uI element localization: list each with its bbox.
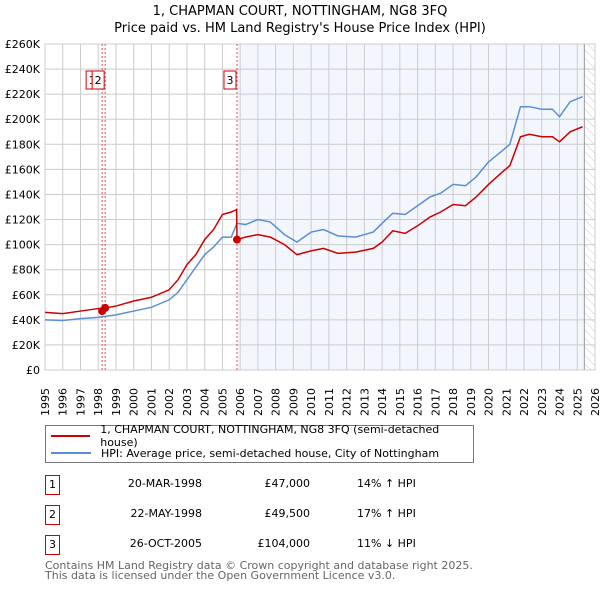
x-tick-label: 2015: [394, 388, 407, 416]
x-tick-label: 1998: [92, 388, 105, 416]
x-tick-label: 2022: [518, 388, 531, 416]
legend-swatch-blue: [51, 452, 91, 454]
title-line1: 1, CHAPMAN COURT, NOTTINGHAM, NG8 3FQ: [152, 4, 448, 19]
post-sale-shading: [236, 44, 585, 370]
y-tick-label: £80K: [12, 264, 41, 277]
y-tick-label: £40K: [12, 314, 41, 327]
transaction-date: 20-MAR-1998: [127, 477, 202, 490]
legend-item-property: 1, CHAPMAN COURT, NOTTINGHAM, NG8 3FQ (s…: [51, 423, 473, 449]
legend-label: 1, CHAPMAN COURT, NOTTINGHAM, NG8 3FQ (s…: [100, 423, 440, 449]
x-tick-label: 2016: [412, 388, 425, 416]
x-tick-label: 2007: [252, 388, 265, 416]
x-tick-label: 1999: [110, 388, 123, 416]
x-tick-label: 1996: [57, 388, 70, 416]
x-tick-label: 2000: [128, 388, 141, 416]
forecast-hatch: [584, 44, 595, 370]
legend-label: HPI: Average price, semi-detached house,…: [101, 446, 440, 460]
x-tick-label: 2014: [376, 388, 389, 416]
x-tick-label: 2003: [181, 388, 194, 416]
transaction-date: 26-OCT-2005: [129, 537, 202, 550]
transaction-hpi: 17% ↑ HPI: [357, 507, 416, 520]
legend-swatch-red: [51, 435, 91, 437]
x-tick-label: 2024: [554, 388, 567, 416]
sale-point: [232, 235, 241, 244]
footer: Contains HM Land Registry data © Crown c…: [45, 559, 473, 582]
legend: 1, CHAPMAN COURT, NOTTINGHAM, NG8 3FQ (s…: [45, 423, 474, 463]
transaction-row: 1 20-MAR-1998 £47,000 14% ↑ HPI: [45, 475, 465, 495]
y-tick-label: £100K: [5, 239, 41, 252]
transaction-row: 2 22-MAY-1998 £49,500 17% ↑ HPI: [45, 505, 465, 525]
sale-label: 3: [226, 74, 233, 87]
x-tick-label: 2008: [270, 388, 283, 416]
transaction-number: 2: [45, 505, 60, 525]
x-tick-label: 2013: [358, 388, 371, 416]
transaction-number: 3: [45, 535, 60, 555]
x-tick-label: 2012: [341, 388, 354, 416]
x-tick-label: 2020: [483, 388, 496, 416]
sale-label-box: [223, 70, 237, 90]
x-tick-label: 2011: [323, 388, 336, 416]
x-tick-label: 1997: [74, 388, 87, 416]
property-price-line: [44, 126, 583, 315]
y-tick-label: £220K: [5, 88, 41, 101]
y-tick-label: £60K: [12, 289, 41, 302]
x-tick-label: 1995: [39, 388, 52, 416]
plot-frame: [44, 43, 596, 371]
hpi-line: [44, 95, 583, 322]
y-tick-label: £0: [26, 364, 40, 377]
transaction-date: 22-MAY-1998: [130, 507, 202, 520]
transaction-price: £49,500: [264, 507, 311, 520]
x-tick-label: 2021: [500, 388, 513, 416]
x-tick-label: 2023: [536, 388, 549, 416]
transaction-hpi: 14% ↑ HPI: [357, 477, 416, 490]
x-tick-label: 2009: [287, 388, 300, 416]
transaction-price: £47,000: [264, 477, 311, 490]
x-tick-label: 2004: [199, 388, 212, 416]
x-tick-label: 2005: [216, 388, 229, 416]
legend-item-hpi: HPI: Average price, semi-detached house,…: [51, 445, 439, 461]
transaction-number: 1: [45, 475, 60, 495]
x-tick-label: 2010: [305, 388, 318, 416]
y-tick-label: £140K: [5, 188, 41, 201]
sale-label: 2: [95, 74, 102, 87]
transaction-price: £104,000: [257, 537, 311, 550]
y-tick-label: £120K: [5, 214, 41, 227]
sale-point: [101, 303, 110, 312]
y-tick-label: £240K: [5, 63, 41, 76]
footer-line2: This data is licensed under the Open Gov…: [45, 569, 396, 582]
y-tick-label: £200K: [5, 113, 41, 126]
chart-title: 1, CHAPMAN COURT, NOTTINGHAM, NG8 3FQ Pr…: [0, 3, 600, 37]
y-tick-label: £260K: [5, 38, 41, 51]
footer-line1: Contains HM Land Registry data © Crown c…: [45, 559, 473, 572]
x-tick-label: 2025: [571, 388, 584, 416]
y-tick-label: £160K: [5, 163, 41, 176]
x-tick-label: 2006: [234, 388, 247, 416]
price-chart: £0 £20K £40K £60K £80K £100K £120K £140K £160K £1…: [5, 38, 600, 416]
x-tick-label: 2026: [589, 388, 600, 416]
x-tick-label: 2019: [465, 388, 478, 416]
transaction-row: 3 26-OCT-2005 £104,000 11% ↓ HPI: [45, 535, 465, 555]
y-tick-label: £180K: [5, 138, 41, 151]
x-tick-label: 2017: [429, 388, 442, 416]
sale-label-box: [91, 70, 105, 90]
x-tick-label: 2001: [145, 388, 158, 416]
x-tick-label: 2002: [163, 388, 176, 416]
transaction-hpi: 11% ↓ HPI: [357, 537, 416, 550]
x-tick-label: 2018: [447, 388, 460, 416]
title-line2: Price paid vs. HM Land Registry's House …: [114, 21, 486, 36]
y-tick-label: £20K: [12, 339, 41, 352]
